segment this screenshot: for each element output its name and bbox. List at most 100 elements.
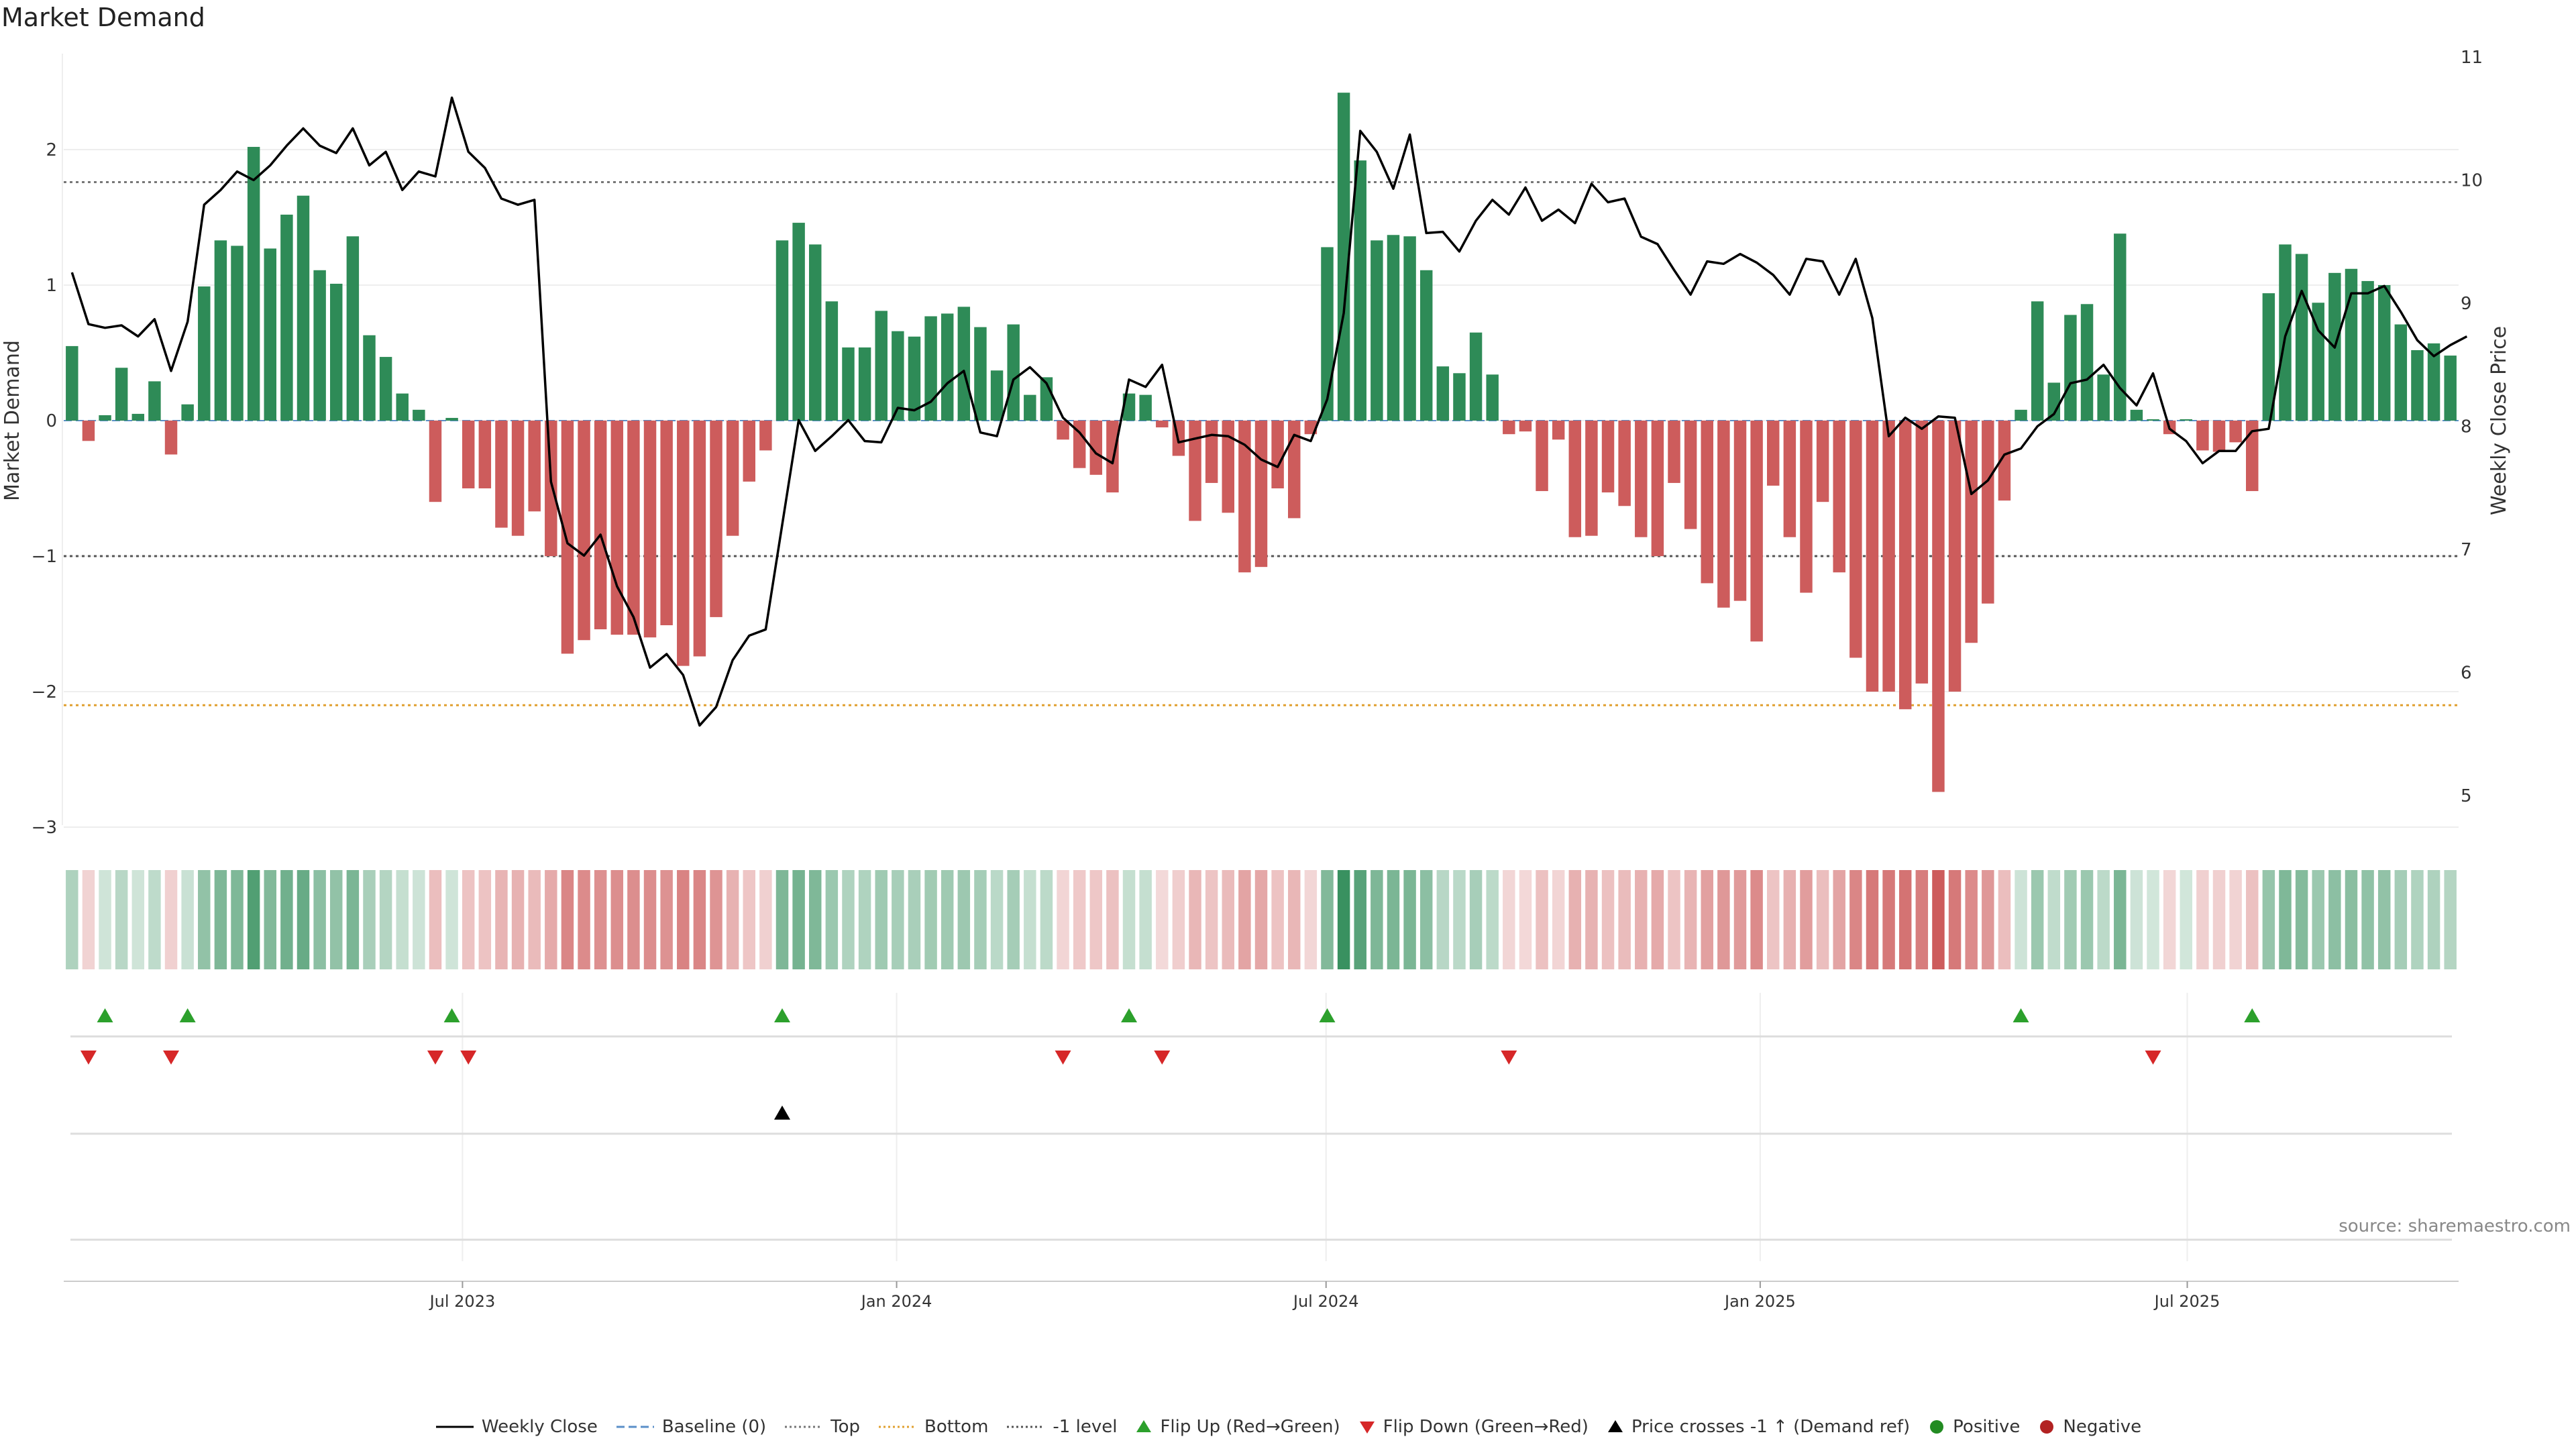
flip-up-marker bbox=[774, 1008, 790, 1022]
x-tick-label: Jan 2025 bbox=[1723, 1292, 1796, 1311]
demand-bar bbox=[1701, 421, 1713, 584]
heat-cell bbox=[1915, 870, 1929, 969]
demand-bar bbox=[1849, 421, 1862, 658]
heat-cell bbox=[1684, 870, 1697, 969]
demand-bar bbox=[363, 335, 376, 421]
legend-swatch bbox=[1136, 1420, 1152, 1432]
heat-cell bbox=[2180, 870, 2192, 969]
heat-cell bbox=[346, 870, 360, 969]
heat-cell bbox=[578, 870, 590, 969]
demand-bar bbox=[627, 421, 640, 635]
demand-bar bbox=[1717, 421, 1730, 608]
demand-bar bbox=[892, 331, 904, 421]
heat-cell bbox=[379, 870, 392, 969]
demand-bar bbox=[1024, 394, 1036, 421]
demand-bar bbox=[1073, 421, 1086, 468]
demand-bar bbox=[924, 316, 937, 421]
heat-cell bbox=[710, 870, 722, 969]
demand-bar bbox=[1932, 421, 1945, 792]
heat-cell bbox=[957, 870, 971, 969]
demand-bar bbox=[2080, 304, 2094, 421]
demand-bar bbox=[330, 283, 343, 421]
heat-cell bbox=[1436, 870, 1450, 969]
heat-cell bbox=[2212, 870, 2226, 969]
y-tick-label: −2 bbox=[32, 682, 57, 702]
heat-cell bbox=[2312, 870, 2324, 969]
legend-item: Positive bbox=[1927, 1417, 2020, 1437]
demand-bar bbox=[908, 336, 921, 421]
demand-bar bbox=[743, 421, 755, 482]
demand-bar bbox=[2212, 421, 2226, 452]
heat-cell bbox=[2196, 870, 2209, 969]
heat-cell bbox=[2295, 870, 2308, 969]
demand-bar bbox=[809, 244, 822, 421]
demand-bar bbox=[413, 409, 425, 421]
source-credit: source: sharemaestro.com bbox=[2339, 1216, 2571, 1236]
heat-cell bbox=[1156, 870, 1169, 969]
demand-bar bbox=[1337, 93, 1350, 421]
demand-bar bbox=[594, 421, 607, 630]
heat-cell bbox=[1568, 870, 1582, 969]
heat-cell bbox=[2163, 870, 2176, 969]
heat-cell bbox=[313, 870, 326, 969]
y2-tick-label: 9 bbox=[2461, 294, 2472, 314]
demand-bar bbox=[2295, 254, 2308, 421]
flip-down-marker bbox=[1154, 1051, 1171, 1065]
demand-bar bbox=[82, 421, 95, 441]
heat-cell bbox=[1552, 870, 1565, 969]
demand-bar bbox=[1982, 421, 1994, 604]
heat-cell bbox=[1618, 870, 1631, 969]
legend-label: Negative bbox=[2063, 1417, 2142, 1437]
x-tick-label: Jan 2024 bbox=[860, 1292, 932, 1311]
heat-cell bbox=[2279, 870, 2292, 969]
flip-up-marker bbox=[2244, 1008, 2261, 1022]
heat-cell bbox=[974, 870, 987, 969]
demand-bar bbox=[1354, 160, 1366, 421]
flip-up-marker bbox=[97, 1008, 113, 1022]
heat-cell bbox=[1238, 870, 1251, 969]
heat-cell bbox=[1486, 870, 1499, 969]
heat-cell bbox=[495, 870, 508, 969]
heat-cell bbox=[1139, 870, 1152, 969]
demand-bar bbox=[1568, 421, 1582, 537]
heat-cell bbox=[643, 870, 657, 969]
legend-label: Flip Up (Red→Green) bbox=[1160, 1417, 1340, 1437]
legend-swatch-shape bbox=[1930, 1420, 1944, 1434]
demand-bar bbox=[1419, 270, 1433, 421]
demand-bar bbox=[759, 421, 772, 451]
legend-item: Price crosses -1 ↑ (Demand ref) bbox=[1606, 1417, 1910, 1437]
heat-cell bbox=[363, 870, 376, 969]
heat-cell bbox=[2015, 870, 2027, 969]
demand-bar bbox=[2114, 233, 2127, 421]
demand-bar bbox=[1519, 421, 1532, 432]
flip-down-marker bbox=[1055, 1051, 1071, 1065]
heat-cell bbox=[164, 870, 178, 969]
heat-cell bbox=[759, 870, 772, 969]
heat-cell bbox=[99, 870, 111, 969]
demand-bar bbox=[396, 393, 409, 421]
flip-down-marker bbox=[1501, 1051, 1517, 1065]
heat-cell bbox=[1337, 870, 1350, 969]
demand-bar bbox=[478, 421, 492, 488]
demand-bar bbox=[1783, 421, 1796, 537]
demand-bar bbox=[990, 370, 1004, 421]
demand-heat-strip bbox=[66, 870, 2457, 969]
demand-bar bbox=[1189, 421, 1201, 521]
demand-bar bbox=[297, 195, 310, 421]
demand-bar bbox=[1288, 421, 1301, 519]
heat-cell bbox=[2229, 870, 2242, 969]
legend-swatch bbox=[785, 1426, 823, 1428]
demand-bar bbox=[231, 246, 244, 421]
legend-swatch bbox=[1007, 1426, 1045, 1428]
heat-cell bbox=[231, 870, 244, 969]
legend-swatch-shape bbox=[1359, 1421, 1375, 1434]
demand-bar bbox=[1007, 324, 1020, 421]
demand-bar bbox=[198, 286, 211, 421]
heat-cell bbox=[660, 870, 673, 969]
demand-bar bbox=[131, 413, 145, 421]
heat-cell bbox=[1800, 870, 1813, 969]
demand-bar bbox=[2427, 343, 2440, 421]
right-axis: 11 10 9 8 7 6 5 Weekly Close Price bbox=[2461, 48, 2511, 806]
